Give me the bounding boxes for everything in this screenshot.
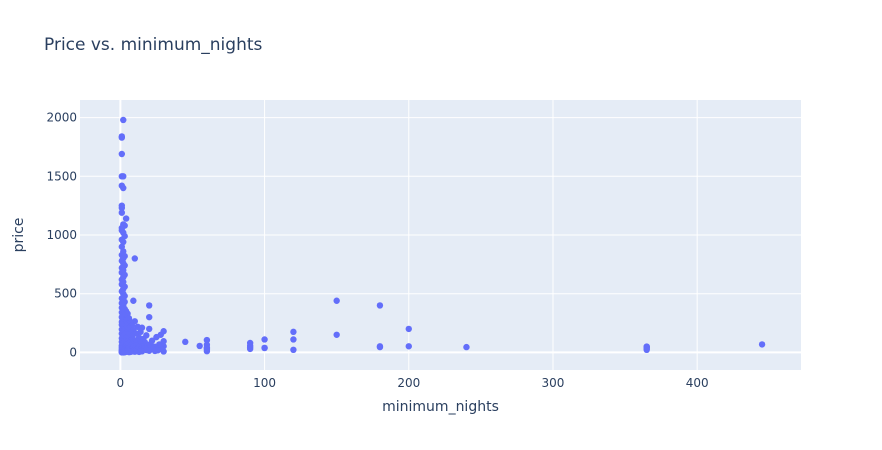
scatter-point[interactable] <box>160 348 167 355</box>
scatter-point[interactable] <box>290 336 297 343</box>
x-tick-label: 0 <box>117 376 125 390</box>
scatter-point[interactable] <box>120 184 127 192</box>
scatter-point[interactable] <box>290 328 297 336</box>
y-tick-label: 1500 <box>46 169 77 183</box>
scatter-point[interactable] <box>203 345 211 352</box>
scatter-point[interactable] <box>146 347 153 354</box>
y-tick-label: 0 <box>69 345 77 359</box>
scatter-point[interactable] <box>246 342 254 349</box>
scatter-point[interactable] <box>405 343 412 350</box>
scatter-point[interactable] <box>120 116 127 124</box>
data-points[interactable] <box>118 116 766 356</box>
y-tick-label: 500 <box>54 287 77 301</box>
scatter-point[interactable] <box>120 349 127 356</box>
x-axis-title: minimum_nights <box>382 399 499 415</box>
scatter-point[interactable] <box>120 173 127 180</box>
scatter-point[interactable] <box>261 344 268 352</box>
scatter-point[interactable] <box>182 338 189 346</box>
y-tick-label: 2000 <box>46 111 77 125</box>
scatter-point[interactable] <box>643 346 650 354</box>
scatter-point[interactable] <box>333 331 340 338</box>
x-tick-label: 200 <box>397 376 420 390</box>
scatter-point[interactable] <box>122 215 130 222</box>
scatter-point[interactable] <box>261 336 268 343</box>
scatter-point[interactable] <box>376 343 384 351</box>
scatter-point[interactable] <box>153 333 160 341</box>
x-tick-label: 400 <box>686 376 709 390</box>
scatter-point[interactable] <box>758 341 766 348</box>
scatter-point[interactable] <box>131 255 138 262</box>
scatter-point[interactable] <box>333 297 340 304</box>
scatter-point[interactable] <box>196 342 203 350</box>
scatter-point[interactable] <box>146 325 153 333</box>
scatter-point[interactable] <box>203 336 211 344</box>
tick-labels: 0 100 200 300 400 0 500 1000 1500 2000 <box>46 111 708 390</box>
scatter-point[interactable] <box>405 325 412 333</box>
y-axis-title: price <box>11 218 27 253</box>
scatter-point[interactable] <box>118 204 126 212</box>
scatter-point[interactable] <box>463 343 470 351</box>
x-tick-label: 300 <box>542 376 565 390</box>
scatter-point[interactable] <box>151 347 159 355</box>
x-tick-label: 100 <box>253 376 276 390</box>
chart-title: Price vs. minimum_nights <box>44 35 263 55</box>
scatter-point[interactable] <box>376 302 384 309</box>
scatter-point[interactable] <box>118 209 126 216</box>
gridlines <box>80 100 801 370</box>
y-tick-label: 1000 <box>46 228 77 242</box>
scatter-point[interactable] <box>135 348 143 356</box>
scatter-point[interactable] <box>146 302 153 309</box>
scatter-point[interactable] <box>130 297 137 304</box>
scatter-point[interactable] <box>118 134 126 141</box>
scatter-point[interactable] <box>290 346 297 354</box>
scatter-point[interactable] <box>146 313 153 321</box>
scatter-point[interactable] <box>118 150 126 158</box>
